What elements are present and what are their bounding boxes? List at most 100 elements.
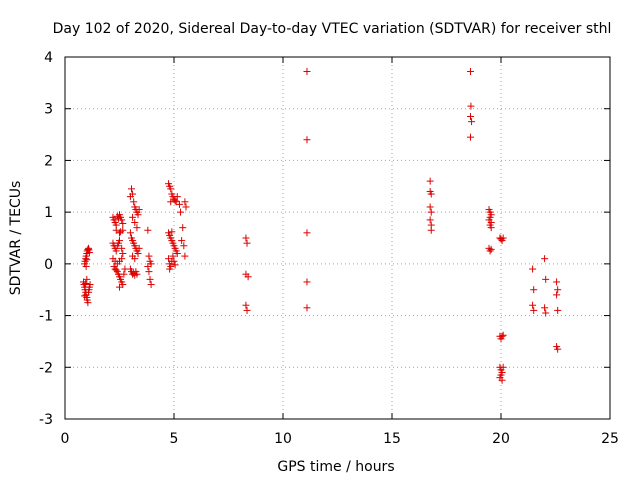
data-point <box>426 203 434 211</box>
data-point <box>529 265 537 273</box>
data-point <box>426 216 434 224</box>
data-point <box>181 198 189 206</box>
data-point <box>554 286 562 294</box>
data-point <box>130 198 138 206</box>
data-point <box>129 190 137 198</box>
y-tick-label: 2 <box>44 153 53 169</box>
x-tick-label: 10 <box>274 431 292 447</box>
data-point <box>242 234 250 242</box>
data-point <box>86 281 94 289</box>
data-point <box>467 102 475 110</box>
data-point <box>170 257 178 265</box>
data-point <box>133 270 141 278</box>
data-point <box>179 224 187 232</box>
data-point <box>303 278 311 286</box>
data-point <box>498 332 506 340</box>
data-point <box>468 118 476 126</box>
data-point <box>243 239 251 247</box>
data-point <box>553 278 561 286</box>
data-point <box>126 229 134 237</box>
data-point <box>466 67 474 75</box>
data-points <box>80 67 562 384</box>
x-tick-label: 0 <box>61 431 70 447</box>
data-point <box>178 237 186 245</box>
data-point <box>242 301 250 309</box>
data-point <box>129 213 137 221</box>
data-point <box>529 301 537 309</box>
data-point <box>244 273 252 281</box>
data-point <box>530 306 538 314</box>
data-point <box>84 299 92 307</box>
data-point <box>112 247 120 255</box>
data-point <box>81 292 89 300</box>
data-point <box>116 237 123 245</box>
data-point <box>466 112 474 120</box>
plot-frame <box>64 56 611 420</box>
axis-ticks <box>64 56 611 420</box>
data-point <box>486 247 494 255</box>
chart-title: Day 102 of 2020, Sidereal Day-to-day VTE… <box>53 21 612 37</box>
data-point <box>119 226 127 234</box>
data-point <box>427 208 435 216</box>
data-point <box>116 283 123 291</box>
data-point <box>499 331 507 339</box>
data-point <box>85 248 93 256</box>
y-tick-label: -1 <box>39 309 53 325</box>
x-tick-label: 15 <box>383 431 401 447</box>
data-point <box>167 198 175 206</box>
data-point <box>427 190 435 198</box>
data-point <box>303 304 311 312</box>
data-point <box>134 250 142 258</box>
data-point <box>171 197 179 205</box>
data-point <box>147 281 155 289</box>
data-point <box>427 226 435 234</box>
data-point <box>131 255 139 263</box>
data-point <box>181 252 189 260</box>
data-point <box>466 133 474 141</box>
data-point <box>542 309 550 317</box>
data-point <box>541 304 549 312</box>
data-point <box>530 286 538 294</box>
data-point <box>83 275 91 283</box>
x-tick-label: 20 <box>492 431 510 447</box>
data-point <box>180 242 188 250</box>
data-point <box>167 185 175 193</box>
data-point <box>168 228 176 236</box>
y-tick-label: 4 <box>44 50 53 66</box>
data-point <box>118 255 126 263</box>
grid-lines <box>65 57 610 419</box>
data-point <box>112 266 120 274</box>
data-point <box>127 185 135 193</box>
data-point <box>175 200 183 208</box>
data-point <box>487 224 495 232</box>
data-point <box>426 177 434 185</box>
data-point <box>541 255 549 263</box>
data-point <box>131 218 139 226</box>
data-point <box>84 245 92 253</box>
data-point <box>83 256 91 264</box>
x-tick-label: 5 <box>170 431 179 447</box>
data-point <box>177 208 185 216</box>
data-point <box>118 216 126 224</box>
data-point <box>144 262 152 270</box>
y-tick-label: 1 <box>44 205 53 221</box>
data-point <box>554 345 562 353</box>
data-point <box>171 261 179 269</box>
data-point <box>119 250 127 258</box>
x-tick-labels: 0 5 10 15 20 25 <box>61 431 619 447</box>
data-point <box>145 268 153 276</box>
data-point <box>135 244 143 252</box>
y-tick-label: 0 <box>44 257 53 273</box>
data-point <box>82 262 90 270</box>
x-tick-label: 25 <box>601 431 619 447</box>
y-tick-label: -2 <box>39 360 53 376</box>
y-tick-labels: -3 -2 -1 0 1 2 3 4 <box>39 50 53 428</box>
data-point <box>487 245 495 253</box>
data-point <box>144 226 152 234</box>
data-point <box>554 306 562 314</box>
data-point <box>134 211 142 219</box>
data-point <box>303 67 311 75</box>
data-point <box>146 275 154 283</box>
data-point <box>499 363 507 371</box>
data-point <box>542 275 550 283</box>
